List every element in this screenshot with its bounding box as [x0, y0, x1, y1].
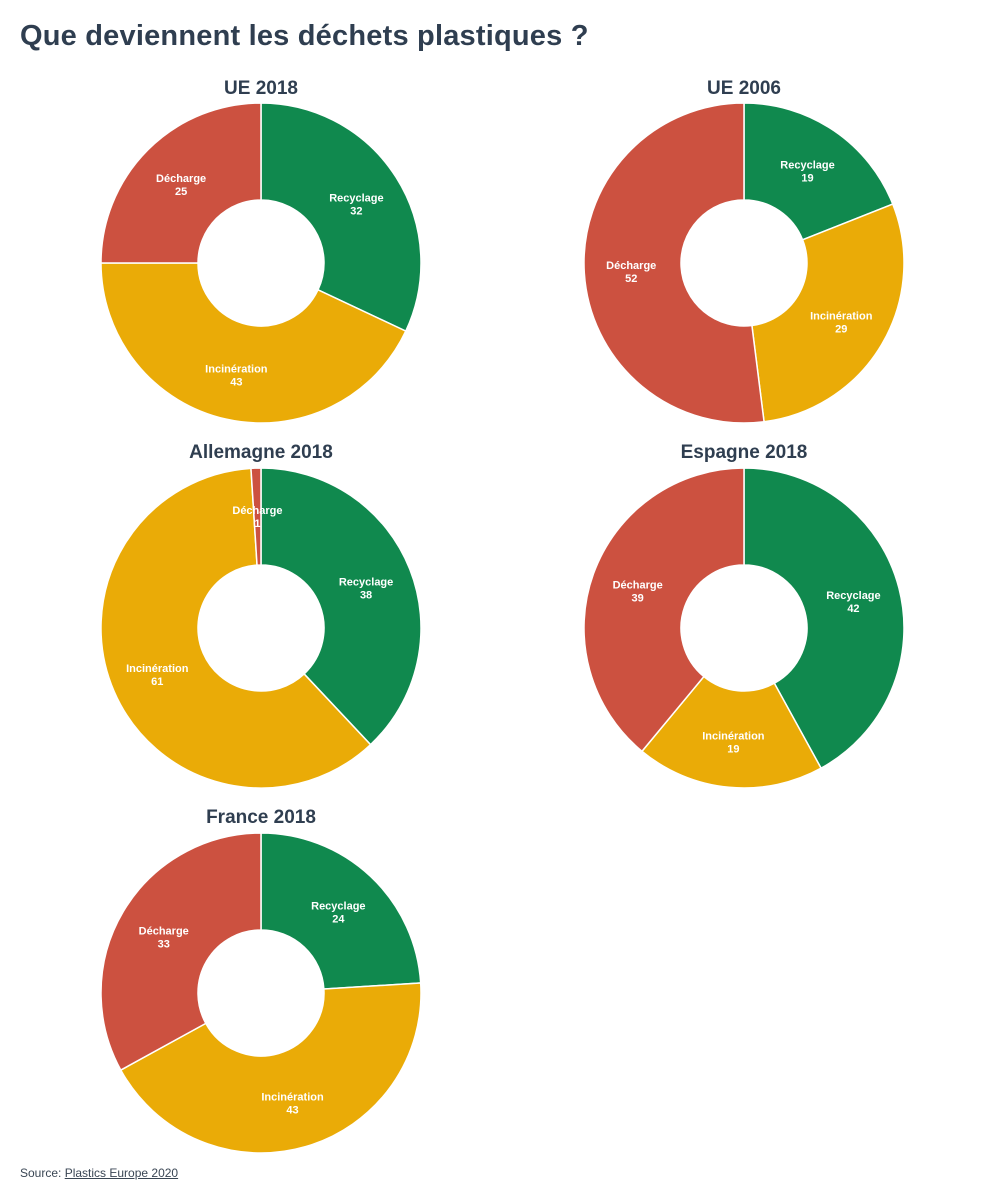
slice-label-recyclage: Recyclage 32: [329, 192, 383, 217]
donut-chart-ue-2006: UE 2006 Recyclage 19 Incinération 29 Décharge…: [583, 78, 905, 424]
slice-label-recyclage: Recyclage 42: [826, 590, 880, 615]
source-note: Source: Plastics Europe 2020: [20, 1166, 178, 1180]
page-title: Que deviennent les déchets plastiques ?: [20, 20, 589, 52]
donut-chart-france-2018: France 2018 Recyclage 24 Incinération 43 Déch…: [100, 807, 422, 1154]
slice-decharge[interactable]: [583, 467, 745, 753]
donut-chart-espagne-2018: Espagne 2018 Recyclage 42 Incinération 19 Déc…: [583, 442, 905, 789]
slice-label-decharge: Décharge 33: [139, 925, 189, 950]
chart-title: Allemagne 2018: [189, 442, 333, 463]
slice-incineration[interactable]: [751, 203, 905, 423]
slice-label-decharge: Décharge 1: [232, 505, 282, 530]
slice-label-incineration: Incinération 29: [810, 311, 873, 336]
source-link[interactable]: Plastics Europe 2020: [64, 1166, 179, 1180]
slice-decharge[interactable]: [583, 102, 765, 424]
slice-recyclage[interactable]: [260, 832, 422, 990]
slice-incineration[interactable]: [119, 982, 422, 1154]
slice-label-recyclage: Recyclage 38: [339, 576, 393, 601]
slice-label-decharge: Décharge 39: [613, 580, 663, 605]
slice-recyclage[interactable]: [260, 102, 422, 333]
slice-label-recyclage: Recyclage 24: [311, 901, 365, 926]
slice-decharge[interactable]: [100, 832, 262, 1072]
slice-incineration[interactable]: [640, 675, 823, 789]
slice-label-incineration: Incinération 19: [702, 730, 765, 755]
slice-decharge[interactable]: [100, 102, 262, 264]
chart-title: France 2018: [206, 807, 316, 828]
slice-label-incineration: Incinération 61: [126, 663, 189, 688]
donut-charts-area: UE 2018 Recyclage 32 Incinération 43 Décharge…: [100, 78, 905, 1154]
slice-label-incineration: Incinération 43: [205, 363, 268, 388]
slice-incineration[interactable]: [100, 467, 372, 789]
slice-label-decharge: Décharge 52: [606, 260, 656, 285]
donut-chart-allemagne-2018: Allemagne 2018 Recyclage 38 Incinération 61 D…: [100, 442, 422, 789]
slice-label-decharge: Décharge 25: [156, 173, 206, 198]
chart-title: Espagne 2018: [681, 442, 808, 463]
slice-incineration[interactable]: [100, 262, 407, 424]
slice-recyclage[interactable]: [743, 467, 905, 770]
chart-title: UE 2018: [224, 78, 298, 99]
slice-label-recyclage: Recyclage 19: [780, 160, 834, 185]
donut-chart-ue-2018: UE 2018 Recyclage 32 Incinération 43 Décharge…: [100, 78, 422, 424]
slice-decharge[interactable]: [250, 467, 262, 566]
slice-recyclage[interactable]: [260, 467, 422, 746]
chart-title: UE 2006: [707, 78, 781, 99]
source-prefix: Source:: [20, 1166, 62, 1180]
slice-recyclage[interactable]: [743, 102, 894, 241]
slice-label-incineration: Incinération 43: [261, 1092, 324, 1117]
